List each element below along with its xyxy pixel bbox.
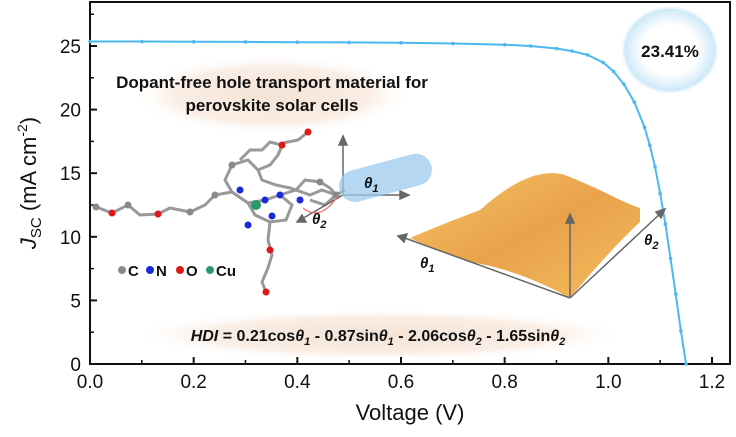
x-tick-label: 0.4 bbox=[284, 372, 311, 393]
data-point bbox=[243, 40, 248, 44]
axis-ticks bbox=[89, 13, 713, 365]
title-line-2: perovskite solar cells bbox=[186, 96, 359, 115]
y-tick-label: 25 bbox=[60, 37, 81, 58]
legend-dot-c bbox=[118, 266, 126, 274]
data-point bbox=[648, 143, 652, 148]
title-glow bbox=[132, 55, 412, 135]
x-tick-label: 0.2 bbox=[180, 372, 206, 393]
plot-frame bbox=[89, 1, 731, 365]
data-point bbox=[668, 256, 673, 261]
y-tick-label: 20 bbox=[60, 101, 81, 122]
data-point bbox=[673, 292, 678, 296]
legend-label-n: N bbox=[156, 263, 167, 280]
data-point bbox=[684, 362, 688, 366]
x-axis-label: Voltage (V) bbox=[356, 400, 465, 425]
data-point bbox=[88, 39, 92, 44]
molecule-atoms bbox=[92, 128, 340, 296]
legend-dot-n bbox=[146, 266, 154, 274]
surface-axes bbox=[396, 207, 667, 299]
efficiency-label: 23.41% bbox=[641, 42, 699, 61]
theta2-label-molecule: θ2 bbox=[312, 211, 327, 231]
y-tick-label: 5 bbox=[70, 291, 81, 312]
theta1-label-surface: θ1 bbox=[420, 255, 435, 275]
data-point bbox=[502, 42, 507, 47]
data-point bbox=[451, 41, 455, 46]
data-point bbox=[601, 60, 605, 65]
data-point bbox=[295, 40, 300, 44]
theta2-label-surface: θ2 bbox=[644, 232, 659, 252]
data-point bbox=[140, 39, 144, 44]
y-axis-label: JSC (mA cm-2) bbox=[14, 117, 45, 250]
title-line-1: Dopant-free hole transport material for bbox=[116, 73, 428, 92]
tick-labels: 0.0 0.2 0.4 0.6 0.8 1.0 1.2 0 5 10 15 20 25 bbox=[60, 37, 725, 393]
data-point bbox=[585, 53, 590, 57]
hdi-equation: HDI = 0.21cosθ1 - 0.87sinθ1 - 2.06cosθ2 … bbox=[191, 328, 566, 348]
series-line bbox=[90, 40, 688, 365]
data-point bbox=[663, 222, 668, 226]
x-tick-label: 0.0 bbox=[77, 372, 103, 393]
data-point bbox=[679, 329, 683, 333]
efficiency-bubble bbox=[620, 5, 720, 95]
molecule-illustration bbox=[95, 130, 346, 293]
data-point bbox=[554, 46, 559, 51]
rotor-highlight bbox=[339, 153, 432, 203]
rotation-axes bbox=[295, 134, 411, 223]
data-point bbox=[611, 69, 616, 74]
legend-label-cu: Cu bbox=[216, 263, 236, 280]
atom-legend: C N O Cu bbox=[118, 263, 236, 280]
legend-label-o: O bbox=[186, 263, 198, 280]
data-point bbox=[347, 40, 351, 45]
x-tick-label: 0.6 bbox=[388, 372, 414, 393]
data-point bbox=[570, 49, 574, 53]
data-point bbox=[191, 40, 196, 44]
data-point bbox=[632, 100, 637, 104]
legend-dot-o bbox=[176, 266, 184, 274]
data-point bbox=[658, 191, 662, 196]
x-tick-label: 1.2 bbox=[699, 372, 725, 393]
y-tick-label: 15 bbox=[60, 164, 81, 185]
energy-surface bbox=[410, 173, 640, 298]
theta1-label-molecule: θ1 bbox=[364, 175, 379, 195]
x-tick-label: 0.8 bbox=[491, 372, 517, 393]
data-point bbox=[653, 165, 657, 169]
data-point bbox=[642, 125, 647, 130]
legend-dot-cu bbox=[206, 266, 214, 274]
x-tick-label: 1.0 bbox=[595, 372, 621, 393]
data-point bbox=[528, 44, 533, 48]
theta2-arc bbox=[302, 195, 339, 214]
y-tick-label: 10 bbox=[60, 228, 81, 249]
series-markers bbox=[88, 39, 688, 366]
equation-glow bbox=[130, 309, 630, 361]
data-point bbox=[399, 41, 403, 45]
data-point bbox=[622, 82, 626, 86]
legend-label-c: C bbox=[128, 263, 139, 280]
y-tick-label: 0 bbox=[70, 355, 81, 376]
